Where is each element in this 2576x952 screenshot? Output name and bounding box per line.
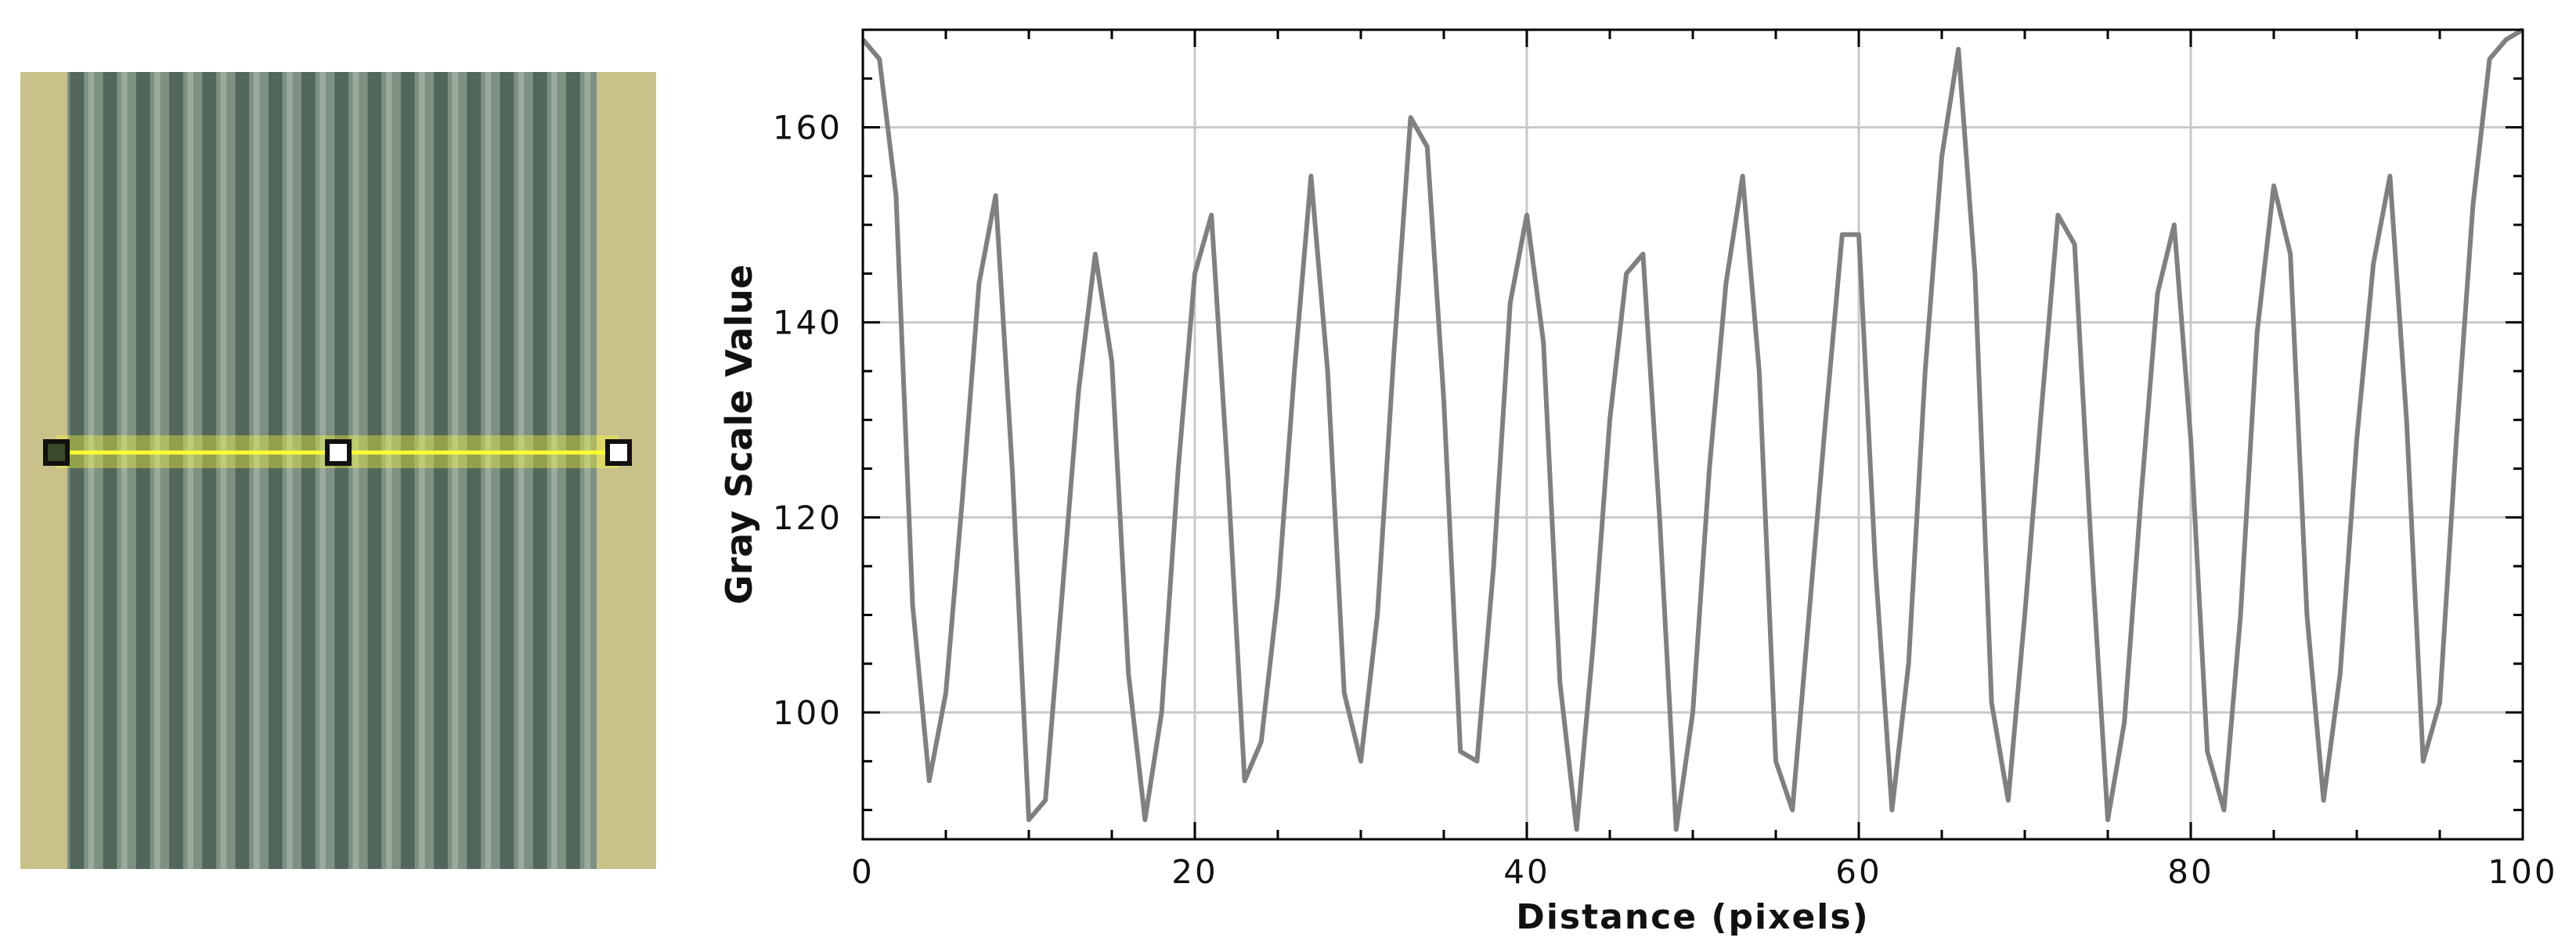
light-stripe [287,72,293,869]
dark-stripe [566,72,580,869]
dark-stripe [169,72,183,869]
x-tick-label: 0 [851,853,875,891]
light-stripe [319,72,326,869]
light-stripe [220,72,227,869]
y-tick-label: 160 [773,109,842,147]
dark-stripe [334,72,349,869]
light-stripe [88,72,95,869]
dark-stripe [532,72,547,869]
x-tick-label: 80 [2167,853,2213,891]
y-tick-label: 120 [773,499,842,537]
y-tick-labels: 100 120 140 160 [773,109,842,732]
x-tick-labels: 0 20 40 60 80 100 [851,853,2557,891]
x-tick-label: 40 [1503,853,1550,891]
dark-stripe [467,72,482,869]
x-tick-label: 100 [2488,853,2557,891]
light-stripe [485,72,492,869]
x-tick-label: 60 [1835,853,1881,891]
y-tick-label: 140 [773,304,842,342]
x-tick-label: 20 [1171,853,1218,891]
dark-stripe [70,72,85,869]
light-stripe [352,72,359,869]
x-axis-label: Distance (pixels) [1516,897,1869,937]
dark-stripe [400,72,415,869]
dark-stripe [135,72,150,869]
light-stripe [385,72,392,869]
profile-line-start-handle[interactable] [43,439,70,466]
light-stripe [187,72,193,869]
axis-ticks [861,28,2524,839]
dark-stripe [235,72,250,869]
dark-stripe [434,72,448,869]
light-stripe [154,72,161,869]
dark-stripe [301,72,316,869]
light-stripe [419,72,425,869]
light-stripe [253,72,260,869]
light-stripe [518,72,525,869]
dark-stripe [268,72,283,869]
y-tick-label: 100 [773,694,842,732]
profile-image-panel [20,72,656,869]
light-stripe [584,72,590,869]
y-axis-label: Gray Scale Value [718,265,760,604]
profile-line-mid-handle[interactable] [325,439,352,466]
series-line-gray-profile [860,27,2524,832]
light-stripe [551,72,557,869]
light-stripe [452,72,458,869]
dark-stripe [500,72,514,869]
dark-stripe [103,72,117,869]
light-stripe [121,72,128,869]
profile-line-end-handle[interactable] [605,439,632,466]
dark-stripe [367,72,382,869]
dark-stripe [202,72,217,869]
image-stripes [67,72,597,869]
